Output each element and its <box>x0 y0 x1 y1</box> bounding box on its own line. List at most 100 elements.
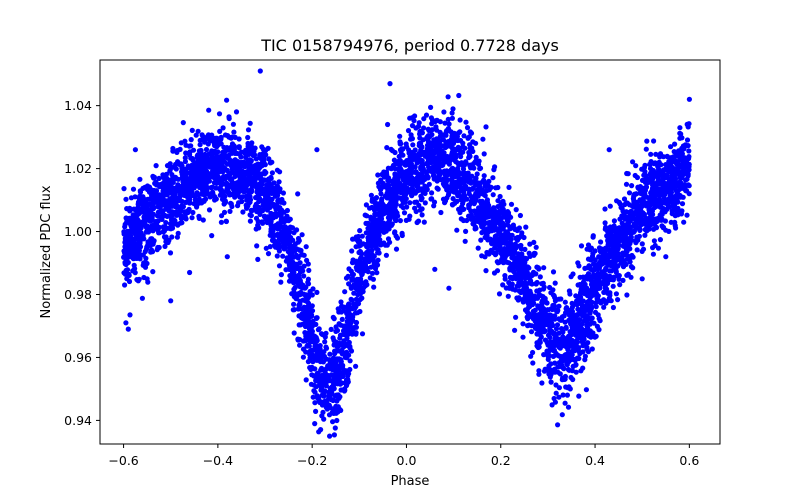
data-point <box>607 249 613 255</box>
data-point <box>341 367 347 373</box>
data-point <box>237 173 244 179</box>
data-point <box>450 165 456 171</box>
data-point <box>652 242 658 249</box>
data-point <box>561 366 567 372</box>
data-point <box>497 193 503 200</box>
data-point <box>449 151 455 157</box>
data-point <box>259 144 265 150</box>
data-point <box>128 195 134 201</box>
data-point <box>634 247 640 253</box>
data-point <box>298 315 305 321</box>
data-point <box>670 169 676 175</box>
data-point <box>574 326 580 332</box>
data-point <box>262 213 268 219</box>
data-point <box>131 206 137 212</box>
data-point <box>328 326 334 332</box>
data-point <box>312 389 318 395</box>
data-point <box>339 347 345 353</box>
data-point <box>523 264 530 270</box>
data-point <box>313 408 319 414</box>
data-point <box>365 225 371 231</box>
data-point <box>385 192 391 198</box>
data-point <box>568 353 575 359</box>
data-point <box>539 380 545 386</box>
data-point <box>198 151 204 157</box>
data-point <box>499 256 505 262</box>
data-point <box>612 233 618 239</box>
data-point <box>127 205 133 211</box>
data-point <box>356 268 362 274</box>
data-point <box>310 359 316 365</box>
data-point <box>666 228 672 234</box>
data-point <box>227 208 233 214</box>
data-point <box>141 236 147 242</box>
data-point <box>340 371 346 377</box>
data-point <box>136 236 142 242</box>
data-point <box>407 115 413 121</box>
data-point <box>568 342 574 348</box>
data-point <box>623 261 629 267</box>
data-point <box>146 184 153 190</box>
data-point <box>358 249 364 255</box>
data-point <box>217 128 223 134</box>
data-point <box>475 209 481 215</box>
data-point <box>620 250 626 256</box>
data-point <box>490 175 496 181</box>
data-point <box>198 177 204 183</box>
data-point <box>148 217 154 223</box>
data-point <box>147 196 153 202</box>
data-point <box>300 354 306 360</box>
data-point <box>168 200 174 206</box>
data-point <box>467 145 473 151</box>
data-point <box>306 343 312 349</box>
data-point <box>460 140 466 146</box>
data-point <box>350 236 356 242</box>
data-point <box>375 250 381 256</box>
data-point <box>319 382 325 389</box>
data-point <box>303 377 309 383</box>
data-point <box>509 255 515 261</box>
data-point <box>131 223 137 229</box>
data-point <box>542 328 548 334</box>
data-point <box>297 247 303 253</box>
data-point <box>517 212 524 219</box>
data-point <box>480 136 486 142</box>
data-point <box>616 276 622 282</box>
data-point <box>195 128 201 134</box>
data-point <box>167 168 173 174</box>
data-point <box>421 116 427 122</box>
data-point <box>355 239 361 245</box>
data-point <box>409 182 415 188</box>
data-point <box>143 246 150 252</box>
data-point <box>364 258 370 264</box>
data-point <box>520 321 526 327</box>
data-point <box>344 335 350 341</box>
data-point <box>546 363 552 369</box>
data-point <box>669 185 676 192</box>
data-point <box>460 166 467 172</box>
data-point <box>366 239 372 246</box>
data-point <box>123 196 129 202</box>
data-point <box>237 151 243 157</box>
data-point <box>651 221 657 227</box>
data-point <box>591 320 597 326</box>
data-point <box>278 272 284 278</box>
data-point <box>473 225 479 231</box>
data-point <box>564 335 571 341</box>
data-point <box>406 216 412 222</box>
data-point <box>559 336 565 342</box>
data-point <box>677 130 683 136</box>
data-point <box>598 239 604 245</box>
data-point <box>506 184 512 190</box>
data-point <box>277 169 283 175</box>
data-point <box>274 183 280 189</box>
data-point <box>204 176 210 182</box>
data-point <box>576 393 582 399</box>
data-point <box>629 183 635 189</box>
data-point <box>479 230 485 236</box>
data-point <box>441 109 447 115</box>
data-point <box>236 136 242 142</box>
data-point <box>236 145 242 151</box>
data-point <box>276 263 283 269</box>
